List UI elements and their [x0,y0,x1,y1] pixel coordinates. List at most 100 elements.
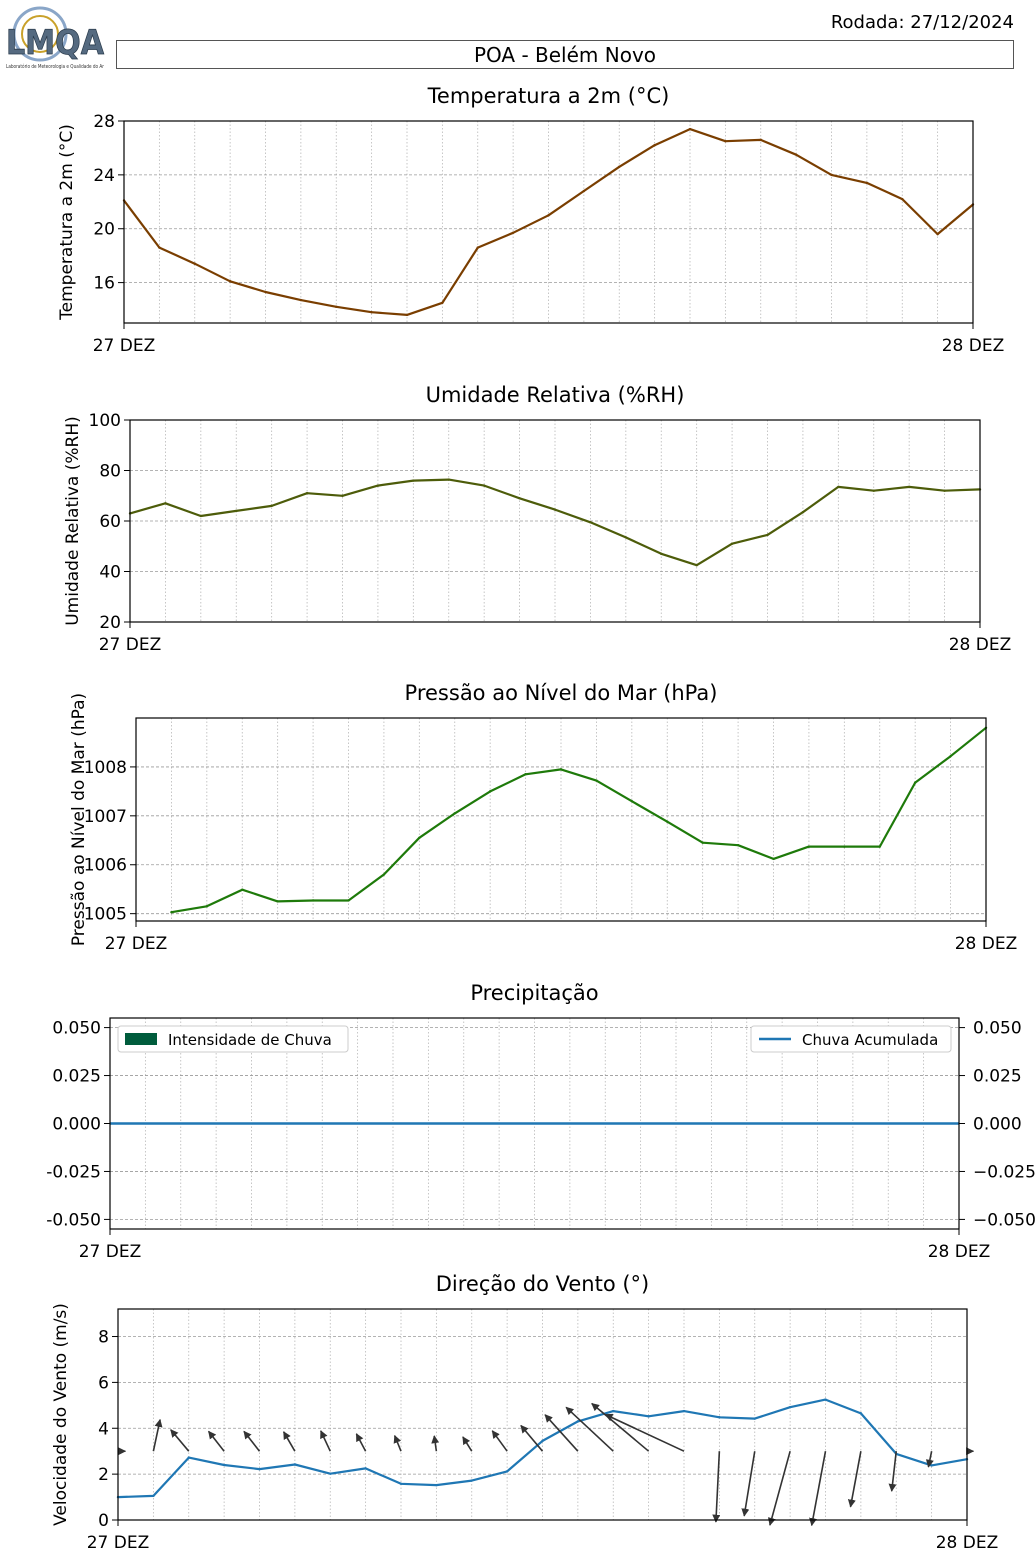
humidity-data-point [305,492,309,495]
y-tick-label: 24 [93,166,115,186]
y-tick-label: 0.000 [52,1115,101,1135]
humidity-data-point [589,521,592,524]
y-tick-label: 0.050 [52,1019,101,1039]
temperature-data-point [724,140,727,143]
chart-title: Precipitação [470,981,598,1005]
pressure-data-point [488,790,492,793]
wind-data-point [222,1463,226,1467]
legend-swatch [125,1033,157,1045]
y-tick-label: 4 [98,1419,109,1439]
x-start-label: 27 DEZ [87,1533,150,1553]
wind-direction-arrow [604,1413,685,1452]
wind-direction-arrow [491,1430,508,1452]
chart-title: Temperatura a 2m (°C) [427,84,670,108]
x-start-label: 27 DEZ [99,635,162,655]
pressure-data-point [913,781,917,784]
temperature-data-point [653,144,656,147]
legend-label: Chuva Acumulada [802,1031,938,1049]
humidity-data-point [872,489,875,492]
humidity-data-point [695,563,698,567]
humidity-data-point [766,533,769,537]
plot-frame [135,717,987,922]
x-end-label: 28 DEZ [936,1533,999,1553]
humidity-data-point [907,485,911,489]
lmqa-logo: LMQA Laboratório de Meteorologia e Quali… [4,4,108,80]
wind-direction-arrow [544,1414,579,1452]
legend-rain-accumulated: Chuva Acumulada [750,1025,952,1053]
x-start-label: 27 DEZ [93,336,156,356]
y-tick-label: 2 [98,1465,109,1485]
legend-box [117,1025,349,1053]
pressure-series-line [171,726,987,914]
run-date-label: Rodada: 27/12/2024 [830,12,1014,33]
pressure-data-point [772,857,775,861]
temperature-data-point [936,232,939,236]
temperature-data-point [865,181,869,185]
wind-direction-arrow [565,1406,614,1452]
wind-data-point [258,1467,261,1471]
temperature-data-point [547,214,550,217]
wind-direction-arrow [520,1424,544,1452]
humidity-data-point [943,489,946,492]
pressure-data-point [701,841,704,844]
humidity-data-point [624,536,628,539]
precipitation-chart: -0.050 -0.025 0.000 0.025 0.050 −0.050 −0.025 0… [46,981,1035,1262]
temperature-data-point [370,311,373,314]
legend-box [750,1025,952,1053]
wind-data-point [576,1420,580,1423]
wind-direction-arrow [767,1450,791,1526]
wind-direction-arrow [282,1431,296,1452]
pressure-data-point [453,812,456,815]
wind-data-point [753,1417,756,1420]
plot-frame [129,419,981,623]
y-tick-label: 1006 [84,856,127,876]
chart-title: Umidade Relativa (%RH) [426,383,685,407]
wind-direction-arrow [591,1402,650,1452]
humidity-data-point [837,485,840,489]
wind-direction-arrow [462,1436,473,1452]
pressure-data-point [524,773,527,776]
temperature-data-point [228,280,232,283]
temperature-data-point [405,313,409,317]
wind-direction-arrow [170,1429,190,1452]
humidity-data-point [730,542,734,545]
legend-rain-intensity: Intensidade de Chuva [117,1025,349,1053]
station-title: POA - Belém Novo [116,40,1014,69]
pressure-data-point [170,910,173,914]
wind-direction-arrow [712,1451,721,1523]
y-tick-label: 0.025 [52,1067,101,1087]
x-start-label: 27 DEZ [105,934,168,954]
wind-data-point [187,1456,190,1459]
wind-chart: 0 2 4 6 8 27 DEZ 28 DEZ Direção do Vento (°) Vel… [51,1272,998,1553]
y-axis-label: Temperatura a 2m (°C) [57,124,77,321]
y-tick-label: 40 [99,563,121,583]
humidity-data-point [660,552,663,556]
y-tick-label: 28 [93,112,115,132]
x-end-label: 28 DEZ [942,336,1005,356]
humidity-data-point [341,494,344,497]
y-tick-label: 1005 [84,905,127,925]
pressure-data-point [418,836,421,840]
temperature-data-point [511,231,515,234]
right-y-tick-label: 0.050 [973,1019,1022,1039]
right-y-tick-label: −0.050 [973,1210,1035,1230]
pressure-data-point [311,899,315,902]
humidity-chart: 20 40 60 80 100 27 DEZ 28 DEZ Umidade Relativa … [63,383,1011,655]
wind-data-point [505,1470,509,1473]
wind-direction-arrow [741,1451,756,1517]
temperature-data-point [193,262,196,265]
pressure-data-point [878,845,881,848]
wind-data-point [788,1405,792,1409]
wind-direction-arrow [847,1451,862,1508]
wind-data-point [612,1409,615,1413]
y-axis-label: Pressão ao Nível do Mar (hPa) [69,693,89,946]
humidity-data-point [412,479,415,482]
temperature-data-point [794,153,798,156]
temperature-data-point [335,305,338,309]
temperature-data-point [759,138,762,142]
x-start-label: 27 DEZ [79,1242,142,1262]
humidity-data-point [270,504,273,508]
y-tick-label: 0 [98,1511,109,1531]
humidity-data-point [553,508,557,511]
y-tick-label: 6 [98,1373,109,1393]
